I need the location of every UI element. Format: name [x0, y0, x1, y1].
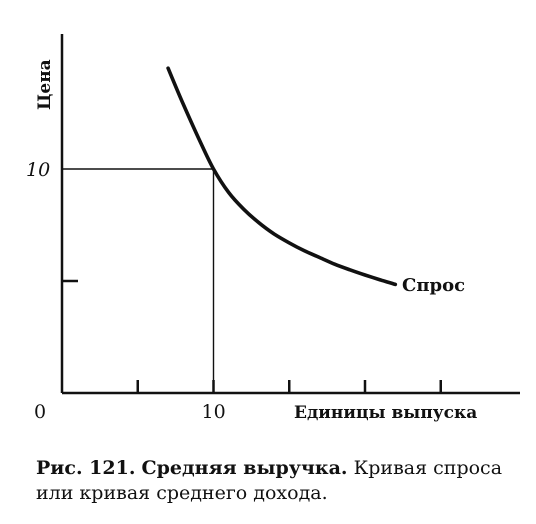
x-ticks — [136, 380, 442, 393]
caption-text: Кривая спроса или кривая среднего дохода… — [36, 457, 503, 504]
demand-curve — [166, 66, 398, 287]
caption-title: Средняя выручка. — [141, 457, 348, 479]
y-tick-labels: 10 — [26, 159, 50, 181]
x-tick-label-10: 10 — [202, 401, 226, 423]
y-tick-label-10: 10 — [26, 159, 50, 181]
x-tick-labels: 0 10 — [34, 401, 226, 423]
caption-number: Рис. 121. — [36, 457, 136, 479]
figure-caption: Рис. 121. Средняя выручка. Кривая спроса… — [36, 456, 526, 506]
x-tick-label-0: 0 — [34, 401, 46, 423]
chart: 0 10 10 Единицы выпуска Цена Спрос — [26, 34, 520, 423]
curve-label: Спрос — [402, 275, 465, 296]
y-axis-label: Цена — [35, 59, 55, 110]
x-axis-label: Единицы выпуска — [294, 403, 477, 423]
